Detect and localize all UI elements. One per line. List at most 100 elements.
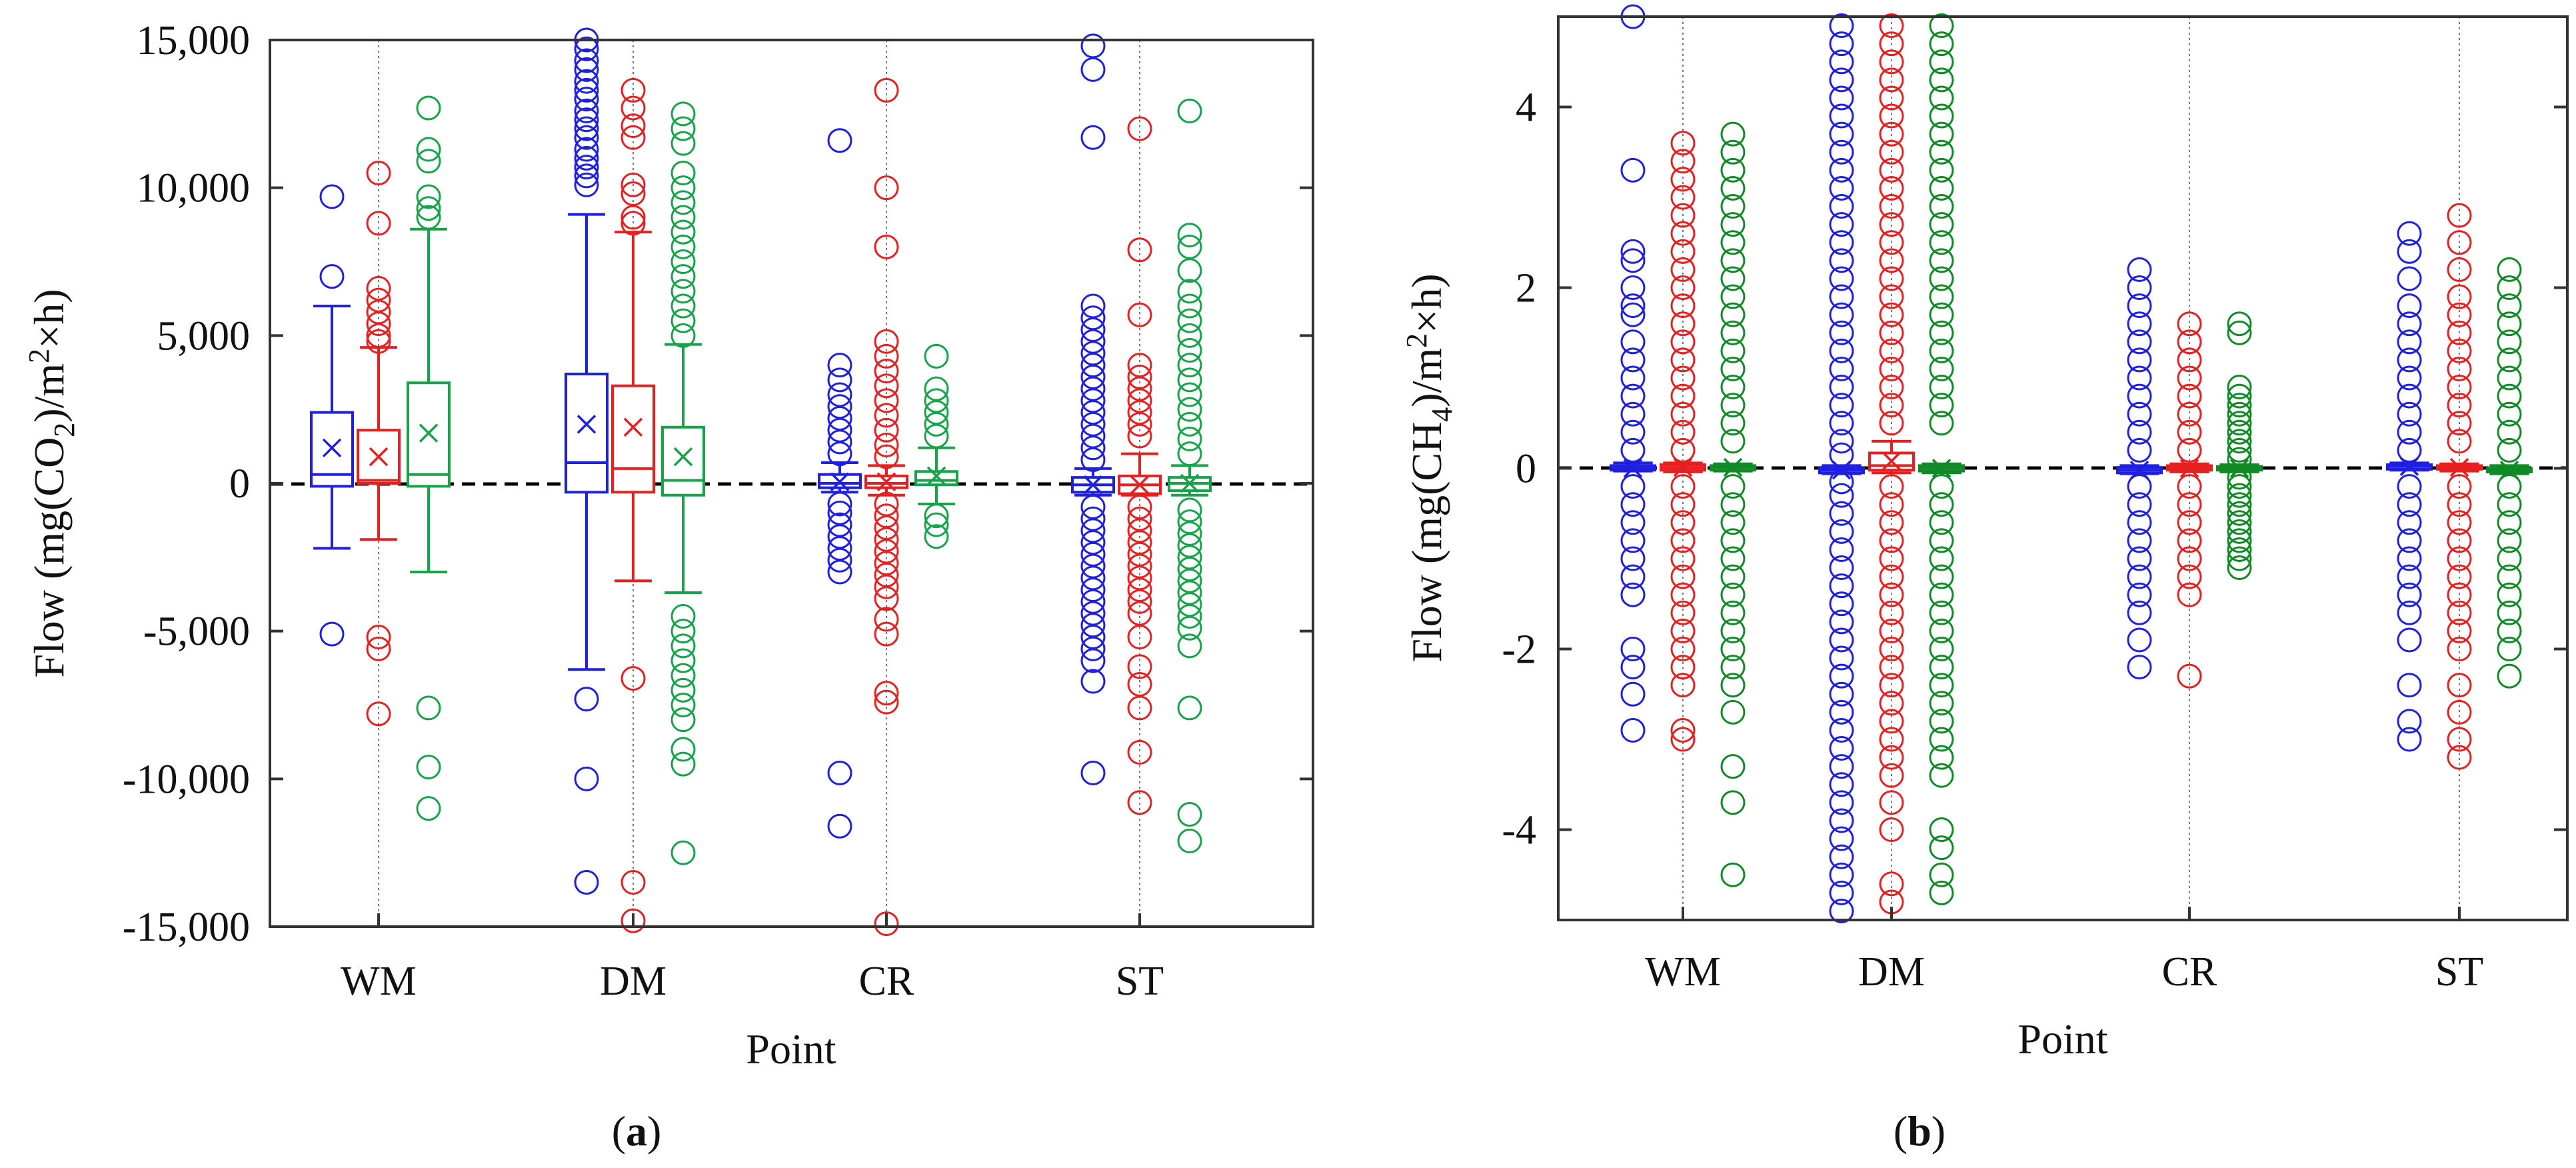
outlier-point [1829,248,1854,273]
outlier-point [2447,338,2472,363]
outlier-point [366,311,391,337]
outlier-point [416,755,441,780]
outlier-point [1127,116,1152,141]
outlier-point [2397,347,2422,373]
outlier-point [2227,510,2252,535]
outlier-point [621,870,646,895]
outlier-point [1829,790,1854,815]
outlier-point [2497,663,2522,689]
outlier-point [1177,441,1202,467]
outlier-point [2127,401,2152,427]
outlier-point [1879,49,1904,75]
outlier-point [1829,555,1854,581]
outlier-point [2397,293,2422,319]
outlier-point [670,249,696,274]
outlier-point [1929,157,1954,183]
outlier-point [1929,375,1954,400]
outlier-point [1929,411,1954,436]
outlier-point [874,574,899,599]
outlier-point [621,211,646,236]
outlier-point [670,840,696,865]
outlier-point [1879,230,1904,255]
outlier-point [1929,121,1954,147]
box [565,372,609,494]
outlier-point [1829,442,1854,467]
outlier-point [1929,727,1954,752]
outlier-point [366,161,391,185]
mean-marker [369,447,389,467]
outlier-point [1879,194,1904,219]
outlier-point [574,98,599,123]
mean-marker [1932,459,1951,478]
outlier-point [2227,465,2252,490]
outlier-point [2127,474,2152,499]
outlier-point [1879,212,1904,237]
outlier-point [1080,636,1106,661]
outlier-point [2447,411,2472,436]
outlier-point [2127,329,2152,355]
outlier-point [1929,13,1954,39]
outlier-point [1829,609,1854,635]
outlier-point [1670,510,1696,535]
outlier-point [1720,411,1746,436]
outlier-point [2227,320,2252,345]
outlier-point [1720,356,1746,381]
outlier-point [1879,13,1904,39]
outlier-point [1127,423,1152,449]
box-group [1118,116,1162,815]
outlier-point [2447,727,2472,752]
outlier-point [2447,302,2472,327]
outlier-point [1929,194,1954,219]
outlier-point [2227,429,2252,454]
box-group [1610,4,1656,743]
outlier-point [416,184,441,209]
outlier-point [2127,655,2152,680]
outlier-point [1829,320,1854,345]
outlier-point [670,693,696,717]
outlier-point [1080,669,1106,694]
outlier-point [1829,284,1854,309]
y-tick-label: 0 [1516,447,1536,492]
outlier-point [1929,175,1954,201]
outlier-point [1720,194,1746,219]
outlier-point [1720,510,1746,535]
outlier-point [2497,329,2522,355]
outlier-point [1829,717,1854,743]
outlier-point [1879,510,1904,535]
outlier-point [621,172,646,197]
outlier-point [874,343,899,369]
outlier-point [1879,356,1904,381]
outlier-point [1879,474,1904,499]
outlier-point [1720,790,1746,815]
outlier-point [2497,383,2522,409]
outlier-point [1620,637,1646,661]
outlier-point [2397,365,2422,391]
outlier-point [1620,275,1646,300]
outlier-point [1829,375,1854,400]
x-tick-label: WM [1645,949,1721,995]
outlier-point [1620,582,1646,607]
x-tick-label: DM [1858,949,1925,995]
mean-marker [1083,475,1103,495]
outlier-point [2227,519,2252,544]
outlier-point [2447,673,2472,698]
x-tick-label: DM [600,959,666,1004]
outlier-point [1829,139,1854,165]
box-group [864,77,908,937]
outlier-point [1929,492,1954,517]
outlier-point [416,95,441,121]
outlier-point [1177,353,1202,378]
outlier-point [2447,600,2472,625]
outlier-point [1620,157,1646,183]
outlier-point [924,503,949,529]
outlier-point [1670,474,1696,499]
outlier-point [1670,582,1696,607]
outlier-point [874,621,899,647]
outlier-point [1829,880,1854,905]
x-tick-labels: WM DM CR ST [1645,907,2483,995]
outlier-point [2497,582,2522,607]
y-tick-label: 5,000 [157,313,251,359]
outlier-point [1929,139,1954,165]
mean-marker [926,466,946,486]
outlier-point [1720,655,1746,680]
